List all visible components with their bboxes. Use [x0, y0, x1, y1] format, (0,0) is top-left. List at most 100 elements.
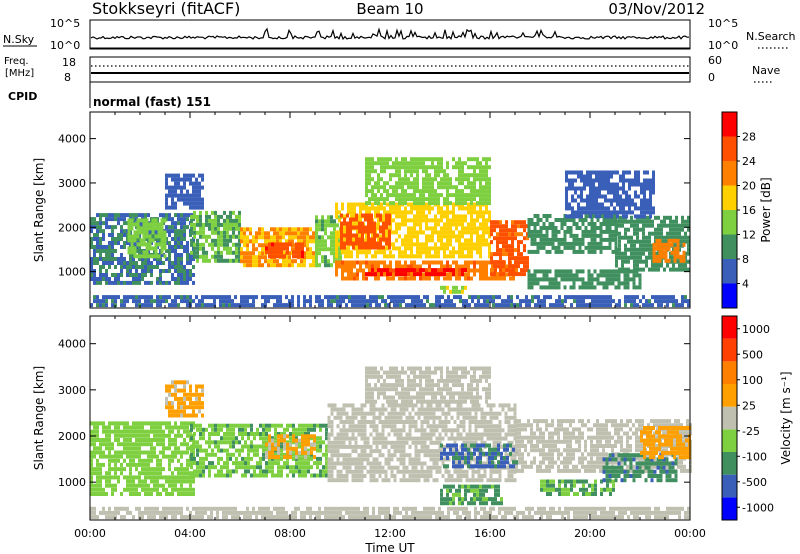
power-cell: [120, 229, 123, 234]
power-cell: [374, 181, 377, 186]
power-cell: [401, 218, 404, 223]
velocity-cell: [147, 433, 150, 438]
power-cell: [624, 259, 627, 264]
power-ylabel: Slant Range [km]: [32, 158, 46, 262]
power-cell: [359, 234, 362, 239]
power-cell: [126, 273, 129, 277]
power-cell: [648, 243, 651, 248]
power-cell: [330, 295, 333, 300]
power-cell: [139, 230, 143, 235]
power-cell: [434, 173, 437, 178]
power-cell: [177, 185, 180, 190]
velocity-cell: [114, 458, 117, 463]
power-cell: [477, 299, 480, 304]
power-cell: [404, 218, 407, 223]
velocity-cell: [268, 427, 271, 432]
power-cell: [132, 277, 135, 281]
power-cell: [193, 242, 196, 247]
power-cell: [595, 190, 598, 195]
velocity-cell: [244, 423, 247, 428]
freq-panel: Freq. [MHz] 18 8 60 0 Nave: [4, 54, 780, 84]
power-cell: [615, 303, 618, 308]
power-cell: [270, 263, 273, 268]
power-cell: [408, 303, 411, 308]
velocity-cell: [250, 427, 253, 432]
power-cell: [422, 230, 425, 235]
power-cell: [93, 253, 96, 257]
power-cell: [672, 219, 675, 224]
velocity-cell: [159, 471, 162, 476]
power-cell: [144, 280, 147, 285]
power-cell: [619, 210, 622, 215]
power-cell: [365, 238, 368, 243]
power-cell: [282, 303, 285, 308]
velocity-cell: [183, 425, 186, 430]
power-cell: [590, 277, 594, 282]
velocity-cell: [183, 421, 186, 426]
velocity-cell: [141, 458, 144, 463]
power-cell: [603, 303, 606, 308]
power-cell: [584, 226, 588, 230]
power-cell: [280, 254, 283, 259]
power-colorbar-swatch: [722, 259, 737, 284]
power-cell: [148, 246, 152, 251]
power-cell: [488, 260, 491, 265]
power-cell: [470, 157, 473, 162]
power-cell: [614, 233, 618, 238]
power-cell: [675, 219, 678, 224]
power-cell: [243, 299, 246, 304]
power-cell: [646, 206, 649, 211]
power-cell: [163, 230, 167, 235]
power-cell: [527, 222, 531, 226]
power-cell: [383, 157, 386, 162]
power-cell: [440, 226, 443, 231]
power-cell: [545, 214, 549, 218]
power-cell: [99, 257, 102, 261]
power-cell: [324, 223, 327, 228]
power-cell: [108, 265, 111, 269]
power-cell: [557, 249, 561, 254]
power-cell: [383, 264, 386, 269]
power-cell: [377, 210, 380, 215]
power-cell: [346, 237, 349, 242]
power-cell: [318, 295, 321, 300]
power-cell: [563, 273, 567, 278]
power-cell: [214, 226, 217, 231]
power-cell: [240, 303, 243, 308]
power-cell: [202, 230, 205, 235]
power-cell: [145, 250, 149, 255]
power-cell: [255, 247, 258, 252]
power-cell: [446, 234, 449, 239]
power-cell: [455, 238, 458, 243]
velocity-cell: [99, 446, 102, 451]
power-cell: [571, 214, 574, 219]
power-cell: [144, 295, 147, 300]
power-cell: [130, 246, 134, 251]
velocity-cell: [177, 396, 180, 401]
power-cell: [411, 303, 414, 308]
power-cell: [267, 299, 270, 304]
velocity-cell: [114, 438, 117, 442]
velocity-cell: [220, 469, 223, 474]
velocity-cell: [177, 433, 180, 438]
velocity-cell: [147, 438, 150, 442]
power-cell: [359, 268, 362, 273]
power-cell: [126, 269, 129, 273]
power-cell: [174, 265, 177, 269]
power-cell: [404, 264, 407, 269]
velocity-cell: [177, 401, 180, 406]
power-cell: [652, 258, 656, 263]
power-cell: [407, 210, 410, 215]
power-cell: [135, 265, 138, 269]
velocity-cell: [174, 380, 177, 385]
power-cell: [410, 173, 413, 178]
power-cell: [238, 254, 241, 259]
power-cell: [511, 252, 514, 257]
power-cell: [431, 165, 434, 170]
velocity-cell: [162, 438, 165, 442]
power-cell: [630, 299, 633, 304]
power-cell: [390, 299, 393, 304]
power-cell: [589, 170, 592, 175]
velocity-cell: [141, 442, 144, 447]
